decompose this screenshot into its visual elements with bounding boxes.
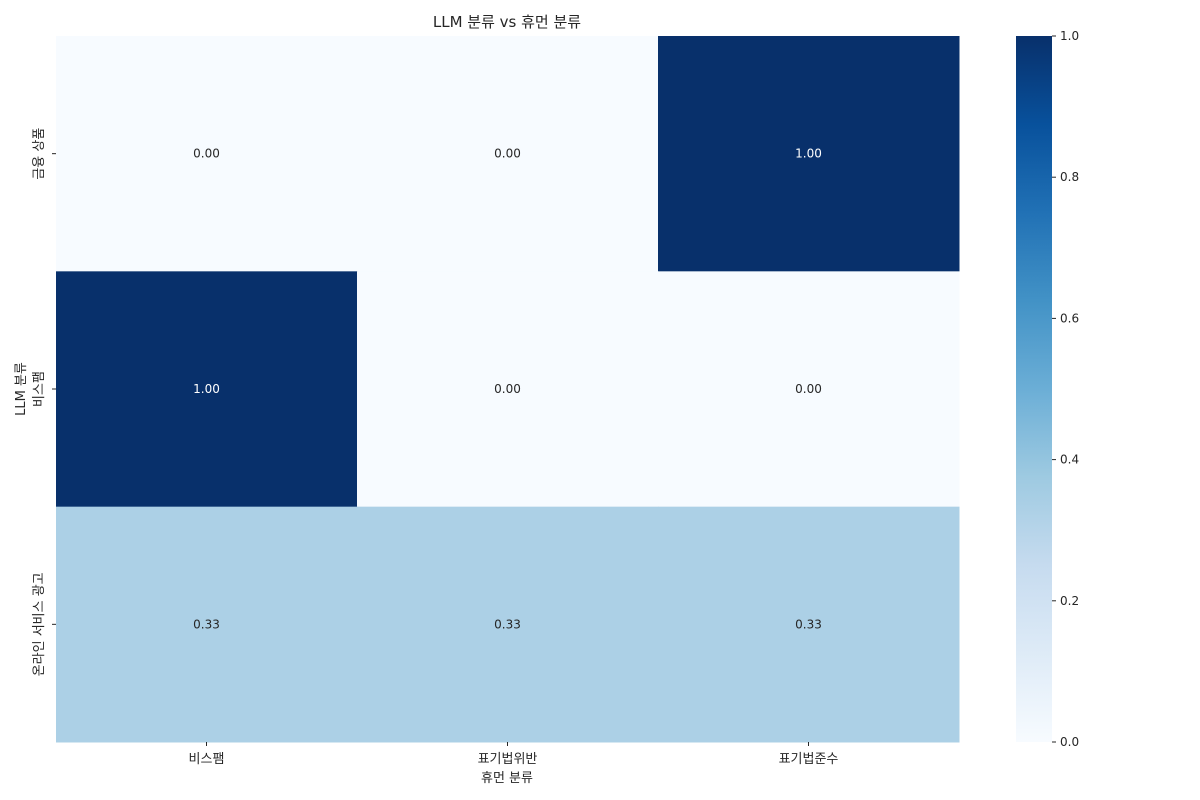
cell-value-label: 0.33 <box>795 617 822 631</box>
colorbar-tick-label: 0.4 <box>1060 453 1079 467</box>
heatmap-cell <box>357 36 659 272</box>
y-tick-label: 금융 상품 <box>32 128 47 180</box>
heatmap-cells: 0.00 0.00 1.00 1.00 0.00 0.00 0.33 0.33 0.33 <box>56 36 960 743</box>
y-axis-label: LLM 분류 <box>14 362 29 416</box>
x-tick-label: 표기법준수 <box>779 752 839 767</box>
cell-value-label: 0.00 <box>494 147 521 161</box>
cell-value-label: 1.00 <box>193 382 220 396</box>
heatmap-cell <box>56 506 358 743</box>
colorbar-tick-label: 0.8 <box>1060 170 1079 184</box>
cell-value-label: 0.33 <box>494 617 521 631</box>
cell-value-label: 0.00 <box>795 382 822 396</box>
colorbar-tick-label: 0.0 <box>1060 735 1079 749</box>
cell-value-label: 0.00 <box>494 382 521 396</box>
y-tick-label: 온라인 서비스 광고 <box>32 572 47 676</box>
heatmap-cell <box>658 506 960 743</box>
y-tick-label: 비스팸 <box>32 371 47 407</box>
colorbar-tick-label: 0.2 <box>1060 594 1079 608</box>
chart-title: LLM 분류 vs 휴먼 분류 <box>433 13 581 31</box>
colorbar-tick-label: 0.6 <box>1060 311 1079 325</box>
x-axis-label: 휴먼 분류 <box>481 771 533 786</box>
x-axis-ticks: 비스팸 표기법위반 표기법준수 <box>189 742 839 767</box>
heatmap-cell <box>357 271 659 508</box>
heatmap-cell <box>56 271 358 508</box>
heatmap-cell <box>658 271 960 508</box>
x-tick-label: 비스팸 <box>189 752 225 767</box>
colorbar-ticks: 0.0 0.2 0.4 0.6 0.8 1.0 <box>1052 29 1079 749</box>
cell-value-label: 0.33 <box>193 617 220 631</box>
heatmap-cell <box>357 506 659 743</box>
heatmap-cell <box>658 36 960 272</box>
colorbar-tick-label: 1.0 <box>1060 29 1079 43</box>
colorbar <box>1016 36 1052 742</box>
x-tick-label: 표기법위반 <box>478 752 538 767</box>
cell-value-label: 0.00 <box>193 147 220 161</box>
heatmap-cell <box>56 36 358 272</box>
cell-value-label: 1.00 <box>795 147 822 161</box>
